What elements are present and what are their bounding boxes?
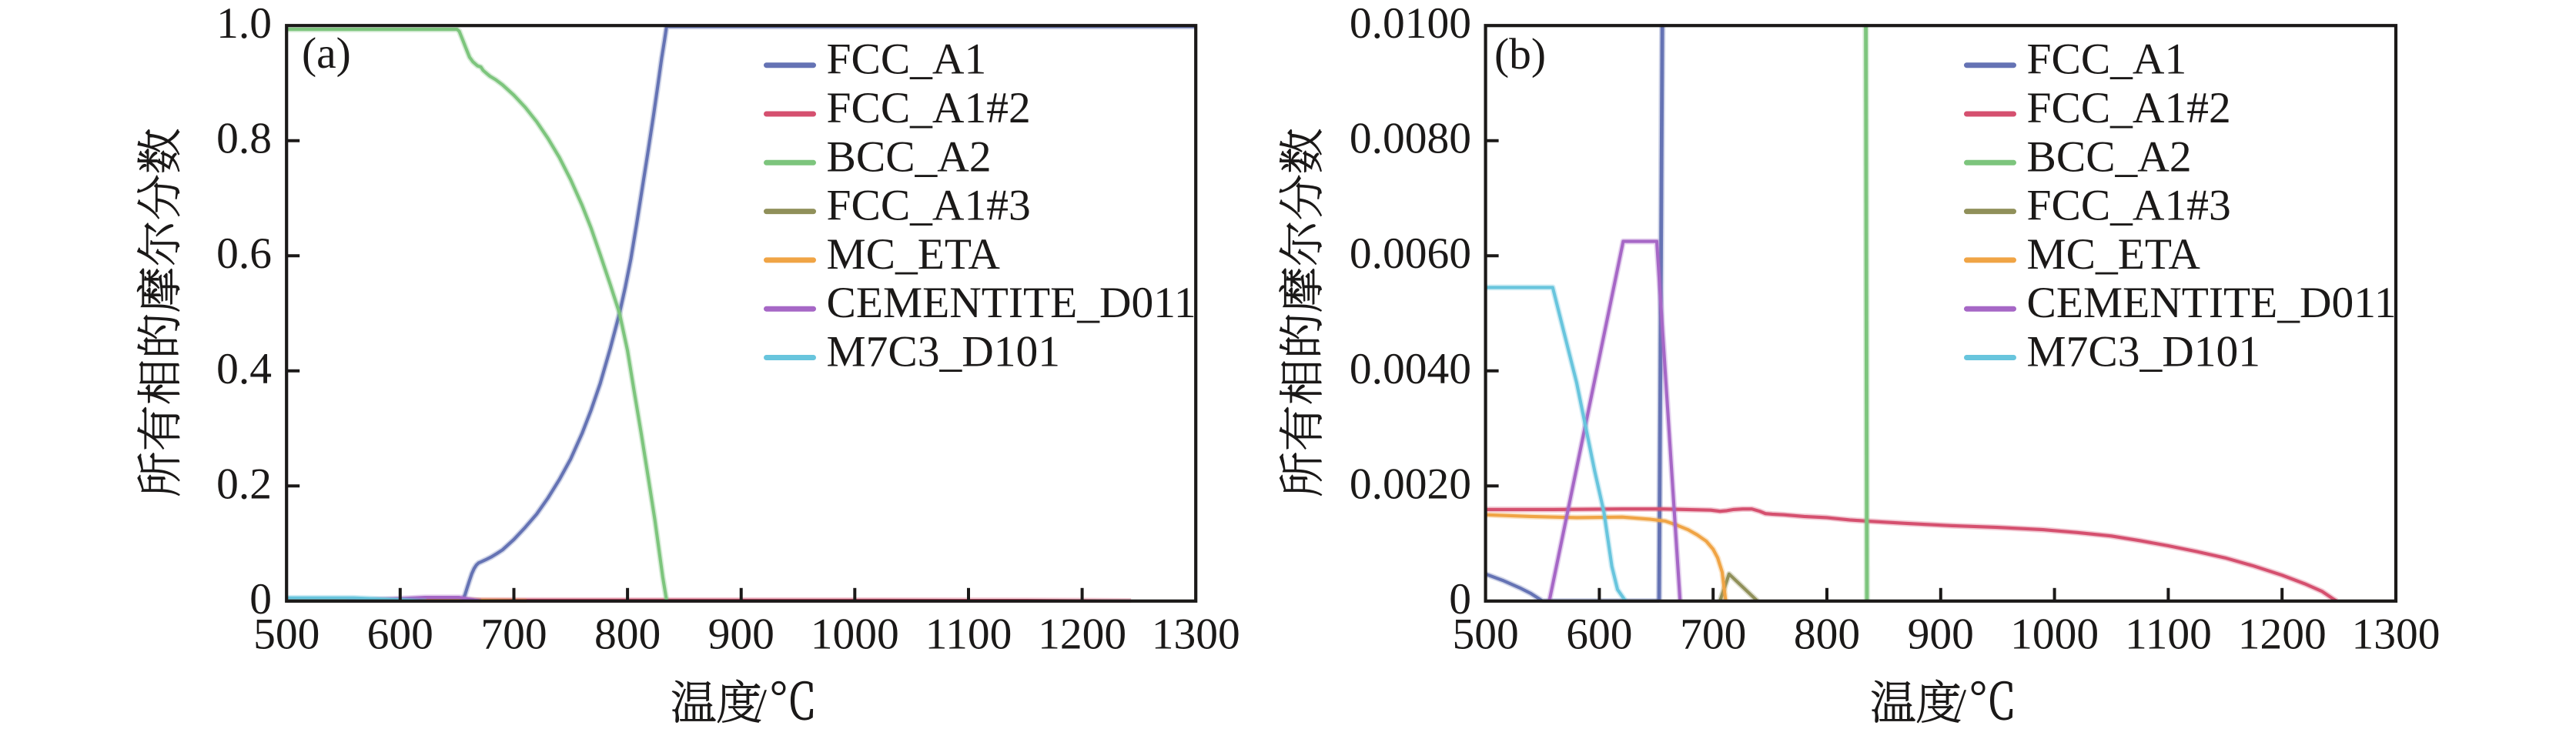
svg-text:1000: 1000 [811, 610, 899, 659]
svg-text:900: 900 [708, 610, 774, 659]
svg-text:700: 700 [1680, 610, 1746, 659]
svg-text:1100: 1100 [925, 610, 1012, 659]
svg-text:(a): (a) [302, 29, 351, 78]
svg-text:600: 600 [367, 610, 433, 659]
svg-text:/: / [754, 681, 767, 729]
svg-text:/: / [1954, 681, 1966, 729]
svg-text:(b): (b) [1494, 30, 1546, 79]
svg-text:800: 800 [594, 610, 661, 659]
svg-text:700: 700 [480, 610, 547, 659]
svg-text:0.0100: 0.0100 [1350, 0, 1471, 48]
svg-text:1000: 1000 [2010, 610, 2099, 659]
svg-text:0.0060: 0.0060 [1350, 229, 1471, 278]
svg-text:1200: 1200 [2238, 610, 2327, 659]
svg-text:1.0: 1.0 [216, 0, 272, 48]
svg-text:500: 500 [1452, 610, 1518, 659]
svg-text:0.4: 0.4 [216, 345, 272, 393]
svg-text:900: 900 [1908, 610, 1974, 659]
svg-text:0.0040: 0.0040 [1350, 345, 1471, 393]
svg-text:1300: 1300 [1152, 610, 1240, 659]
svg-text:1200: 1200 [1038, 610, 1126, 659]
svg-text:0.6: 0.6 [216, 229, 272, 278]
svg-text:800: 800 [1794, 610, 1860, 659]
svg-text:0.8: 0.8 [216, 115, 272, 163]
svg-text:600: 600 [1566, 610, 1632, 659]
svg-text:0: 0 [1449, 575, 1471, 624]
svg-text:1100: 1100 [2125, 610, 2212, 659]
svg-text:0: 0 [249, 575, 272, 624]
svg-text:1300: 1300 [2352, 610, 2441, 659]
svg-text:0.0080: 0.0080 [1350, 115, 1471, 163]
svg-text:500: 500 [253, 610, 319, 659]
svg-text:0.2: 0.2 [216, 460, 272, 508]
svg-text:0.0020: 0.0020 [1350, 460, 1471, 508]
